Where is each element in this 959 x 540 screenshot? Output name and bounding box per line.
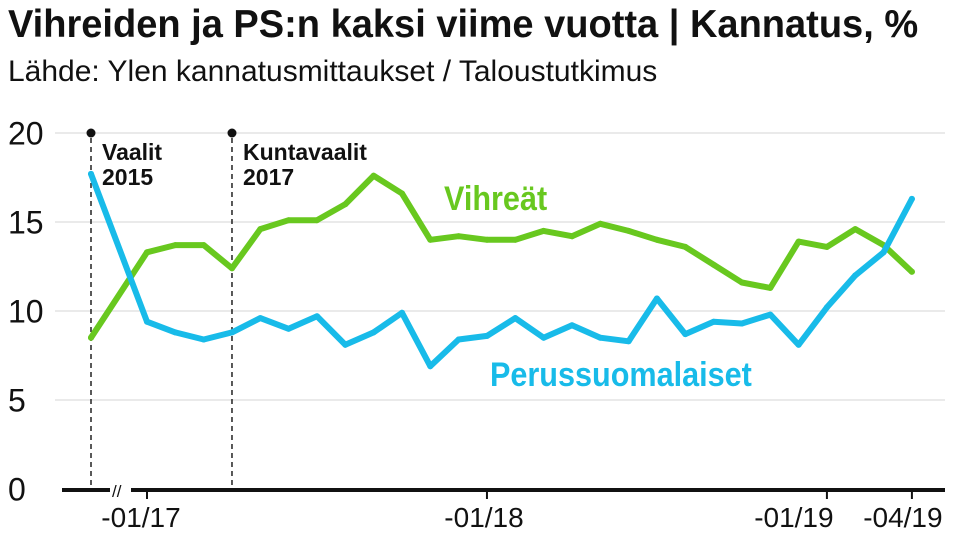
perussuomalaiset-data-point — [144, 318, 150, 325]
perussuomalaiset-data-point — [455, 336, 462, 343]
perussuomalaiset-data-point — [852, 272, 859, 279]
vihreat-data-point — [399, 190, 405, 197]
vihreat-data-point — [823, 243, 830, 250]
vihreat-data-point — [229, 265, 235, 272]
perussuomalaiset-data-point — [229, 329, 235, 336]
vihreat-data-point — [285, 217, 292, 224]
perussuomalaiset-data-point — [625, 338, 632, 345]
perussuomalaiset-series-label: Perussuomalaiset — [490, 356, 752, 394]
vihreat-data-point — [200, 242, 207, 249]
perussuomalaiset-data-point — [795, 341, 802, 348]
event-dot — [86, 128, 96, 138]
perussuomalaiset-data-point — [88, 170, 94, 177]
perussuomalaiset-data-point — [370, 329, 377, 336]
gridlines — [55, 132, 945, 401]
perussuomalaiset-data-point — [682, 331, 689, 338]
vihreat-series — [88, 172, 915, 341]
event-label-title: Kuntavaalit — [243, 139, 367, 165]
perussuomalaiset-data-point — [172, 329, 179, 336]
perussuomalaiset-data-point — [767, 311, 774, 318]
vihreat-data-point — [597, 220, 604, 227]
perussuomalaiset-data-point — [427, 363, 434, 370]
vihreat-data-point — [710, 261, 717, 268]
perussuomalaiset-data-point — [285, 325, 292, 332]
vihreat-data-point — [767, 284, 774, 291]
chart-title: Vihreiden ja PS:n kaksi viime vuotta | K… — [8, 3, 919, 46]
vihreat-data-point — [144, 249, 150, 256]
vihreat-data-point — [682, 243, 689, 250]
perussuomalaiset-data-point — [540, 334, 547, 341]
vihreat-data-point — [314, 217, 320, 224]
y-tick-label: 0 — [8, 472, 26, 508]
y-tick-label: 20 — [8, 116, 44, 152]
perussuomalaiset-series — [88, 170, 915, 370]
perussuomalaiset-data-point — [597, 334, 604, 341]
vihreat-data-point — [625, 227, 632, 234]
vihreat-data-point — [540, 227, 547, 234]
perussuomalaiset-data-point — [314, 313, 320, 320]
x-tick-label: -04/19 — [863, 502, 942, 533]
axis-break-marker: // — [112, 482, 122, 501]
vihreat-data-point — [653, 236, 660, 243]
perussuomalaiset-data-point — [738, 320, 745, 327]
x-tick-label: -01/18 — [444, 502, 523, 533]
vihreat-series-label: Vihreät — [444, 180, 547, 218]
vihreat-data-point — [738, 279, 745, 286]
vihreat-data-point — [795, 238, 802, 245]
perussuomalaiset-data-point — [823, 304, 830, 311]
perussuomalaiset-data-point — [342, 341, 349, 348]
perussuomalaiset-data-point — [399, 309, 405, 316]
y-axis-labels: 0 5 10 15 20 — [8, 116, 44, 508]
perussuomalaiset-data-point — [908, 195, 915, 202]
x-tick-label: -01/19 — [754, 502, 833, 533]
vihreat-data-point — [512, 236, 519, 243]
y-tick-label: 10 — [8, 294, 44, 330]
vihreat-data-point — [342, 201, 349, 208]
vihreat-data-point — [569, 233, 575, 240]
vihreat-data-point — [172, 242, 179, 249]
perussuomalaiset-data-point — [569, 322, 575, 329]
perussuomalaiset-data-point — [200, 336, 207, 343]
vihreat-data-point — [852, 226, 859, 233]
x-tick-label: -01/17 — [101, 502, 180, 533]
perussuomalaiset-data-point — [880, 249, 887, 256]
perussuomalaiset-data-point — [653, 295, 660, 302]
perussuomalaiset-data-point — [484, 332, 490, 339]
event-label-title: Vaalit — [102, 139, 162, 165]
vihreat-data-point — [484, 236, 490, 243]
chart-subtitle: Lähde: Ylen kannatusmittaukset / Taloust… — [8, 55, 658, 88]
y-tick-label: 5 — [8, 383, 26, 419]
event-label-year: 2017 — [243, 164, 294, 190]
vihreat-data-point — [455, 233, 462, 240]
event-dot — [227, 128, 237, 138]
perussuomalaiset-data-point — [257, 315, 264, 322]
y-tick-label: 15 — [8, 205, 44, 241]
event-label-year: 2015 — [102, 164, 153, 190]
perussuomalaiset-data-point — [512, 315, 519, 322]
x-axis: // -01/17 -01/18 -01/19 -04/19 — [62, 482, 945, 533]
vihreat-data-point — [257, 226, 264, 233]
vihreat-data-point — [908, 268, 915, 275]
perussuomalaiset-data-point — [710, 318, 717, 325]
vihreat-data-point — [88, 334, 94, 341]
vihreat-data-point — [427, 236, 434, 243]
vihreat-data-point — [370, 172, 377, 179]
